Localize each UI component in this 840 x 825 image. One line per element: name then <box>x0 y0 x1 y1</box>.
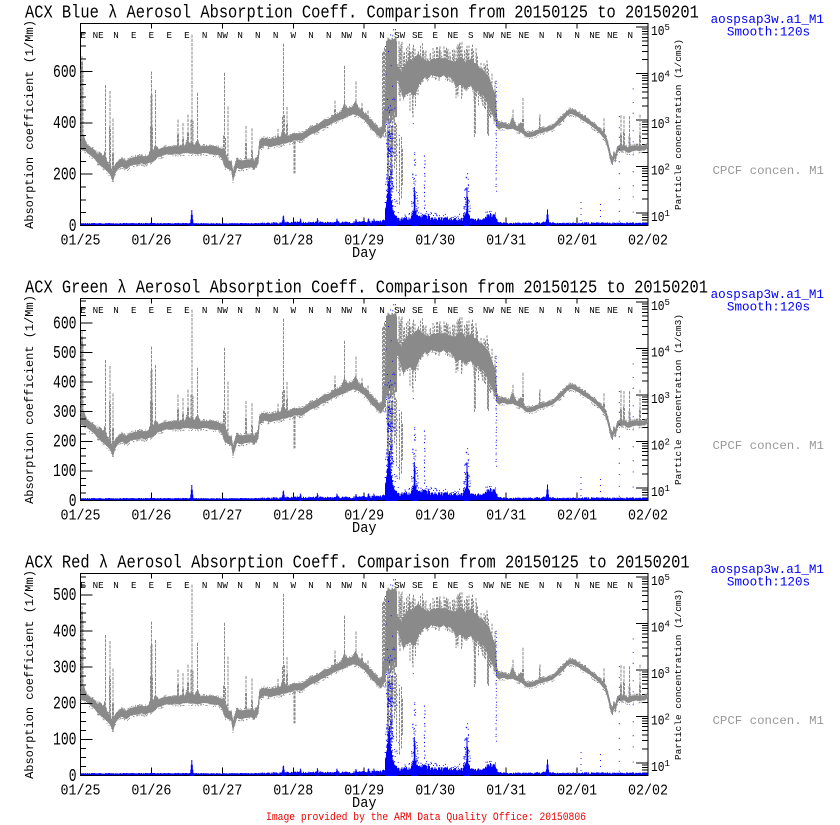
svg-text:300: 300 <box>53 403 77 423</box>
svg-text:300: 300 <box>53 659 77 679</box>
svg-text:ACX Blue λ Aerosol Absorption: ACX Blue λ Aerosol Absorption Coeff. Com… <box>25 4 699 24</box>
svg-text:0: 0 <box>69 767 77 787</box>
svg-text:200: 200 <box>53 433 77 453</box>
svg-text:0: 0 <box>69 492 77 512</box>
svg-text:500: 500 <box>53 344 77 364</box>
svg-text:100: 100 <box>53 462 77 482</box>
svg-text:ACX Red λ Aerosol Absorption C: ACX Red λ Aerosol Absorption Coeff. Comp… <box>25 554 690 574</box>
svg-text:100: 100 <box>53 731 77 751</box>
svg-text:600: 600 <box>53 63 77 83</box>
svg-text:600: 600 <box>53 314 77 334</box>
svg-text:500: 500 <box>53 586 77 606</box>
svg-text:200: 200 <box>53 695 77 715</box>
svg-text:Image provided by the ARM Data: Image provided by the ARM Data Quality O… <box>266 812 586 824</box>
svg-text:400: 400 <box>53 114 77 134</box>
svg-text:400: 400 <box>53 374 77 394</box>
svg-text:0: 0 <box>69 217 77 237</box>
svg-text:200: 200 <box>53 166 77 186</box>
svg-text:400: 400 <box>53 622 77 642</box>
svg-text:ACX Green λ Aerosol Absorption: ACX Green λ Aerosol Absorption Coeff. Co… <box>25 279 708 299</box>
